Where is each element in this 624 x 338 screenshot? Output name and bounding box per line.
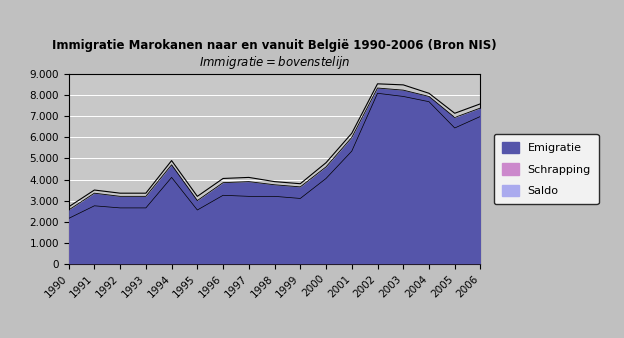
Title: Immigratie Marokanen naar en vanuit België 1990-2006 (Bron NIS)
$\it{Immigratie : Immigratie Marokanen naar en vanuit Belg… <box>52 39 497 71</box>
Legend: Emigratie, Schrapping, Saldo: Emigratie, Schrapping, Saldo <box>494 134 598 204</box>
